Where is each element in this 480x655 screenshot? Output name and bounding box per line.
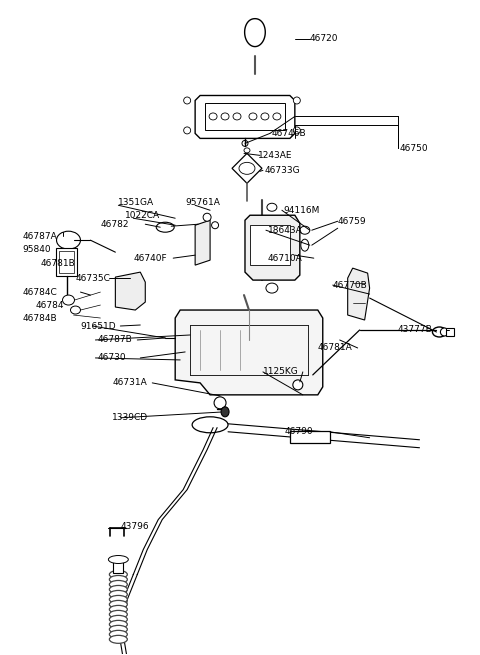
Text: 46750: 46750 xyxy=(399,144,428,153)
Ellipse shape xyxy=(184,127,191,134)
Text: 46731A: 46731A xyxy=(112,379,147,387)
Ellipse shape xyxy=(273,113,281,120)
Text: 1125KG: 1125KG xyxy=(263,367,299,377)
Ellipse shape xyxy=(57,231,81,249)
Polygon shape xyxy=(195,96,295,138)
Ellipse shape xyxy=(267,203,277,212)
Ellipse shape xyxy=(192,417,228,433)
Text: 46770B: 46770B xyxy=(333,280,368,290)
Ellipse shape xyxy=(212,222,218,229)
Ellipse shape xyxy=(109,576,127,584)
Ellipse shape xyxy=(214,397,226,409)
Ellipse shape xyxy=(441,328,448,336)
Ellipse shape xyxy=(293,380,303,390)
Ellipse shape xyxy=(209,113,217,120)
Ellipse shape xyxy=(62,295,74,305)
Text: 46787A: 46787A xyxy=(23,232,58,240)
Ellipse shape xyxy=(203,214,211,221)
Ellipse shape xyxy=(109,580,127,588)
Ellipse shape xyxy=(71,306,81,314)
Text: 1243AE: 1243AE xyxy=(258,151,292,160)
Text: 46790: 46790 xyxy=(285,427,313,436)
Text: 43777B: 43777B xyxy=(397,326,432,335)
Text: 43796: 43796 xyxy=(120,522,149,531)
Ellipse shape xyxy=(109,605,127,613)
Ellipse shape xyxy=(184,97,191,104)
Text: 46740F: 46740F xyxy=(133,253,167,263)
Text: 46784B: 46784B xyxy=(23,314,57,322)
Ellipse shape xyxy=(249,113,257,120)
Ellipse shape xyxy=(301,239,309,251)
Text: 46787B: 46787B xyxy=(97,335,132,345)
Text: 95761A: 95761A xyxy=(185,198,220,207)
Ellipse shape xyxy=(221,113,229,120)
Ellipse shape xyxy=(108,555,128,563)
Text: 46735C: 46735C xyxy=(75,274,110,282)
Text: 46781B: 46781B xyxy=(41,259,75,268)
Bar xyxy=(290,431,330,443)
Bar xyxy=(56,248,77,276)
Ellipse shape xyxy=(109,610,127,618)
Ellipse shape xyxy=(109,630,127,639)
Text: 95840: 95840 xyxy=(23,245,51,253)
Ellipse shape xyxy=(239,162,255,174)
Ellipse shape xyxy=(266,283,278,293)
Text: 46730: 46730 xyxy=(97,354,126,362)
Text: 46782: 46782 xyxy=(100,219,129,229)
Ellipse shape xyxy=(293,97,300,104)
Text: 46710A: 46710A xyxy=(268,253,303,263)
Polygon shape xyxy=(245,18,265,47)
Ellipse shape xyxy=(109,620,127,628)
Text: 94116M: 94116M xyxy=(283,206,319,215)
Ellipse shape xyxy=(109,586,127,593)
Ellipse shape xyxy=(293,127,300,134)
Ellipse shape xyxy=(109,626,127,633)
Bar xyxy=(205,103,285,130)
Polygon shape xyxy=(245,215,300,280)
Text: 46759: 46759 xyxy=(338,217,366,226)
Text: 1351GA: 1351GA xyxy=(119,198,155,207)
Ellipse shape xyxy=(109,616,127,624)
Bar xyxy=(113,559,123,574)
Polygon shape xyxy=(175,310,323,395)
Bar xyxy=(59,251,74,273)
Ellipse shape xyxy=(242,140,248,146)
Polygon shape xyxy=(232,153,262,183)
Text: 46781A: 46781A xyxy=(318,343,352,352)
Text: 91651D: 91651D xyxy=(81,322,116,331)
Text: 46746B: 46746B xyxy=(272,129,307,138)
Bar xyxy=(250,225,290,265)
Ellipse shape xyxy=(221,407,229,417)
Ellipse shape xyxy=(109,601,127,608)
Ellipse shape xyxy=(432,327,446,337)
Text: 46784: 46784 xyxy=(36,301,64,310)
Ellipse shape xyxy=(261,113,269,120)
Polygon shape xyxy=(348,268,370,320)
Ellipse shape xyxy=(109,571,127,578)
Bar xyxy=(446,328,455,336)
Ellipse shape xyxy=(233,113,241,120)
Ellipse shape xyxy=(244,148,250,153)
Text: 1339CD: 1339CD xyxy=(112,413,148,422)
Ellipse shape xyxy=(300,226,310,234)
Text: 46733G: 46733G xyxy=(265,166,300,175)
Polygon shape xyxy=(115,272,145,310)
Text: 1022CA: 1022CA xyxy=(125,211,160,219)
Ellipse shape xyxy=(109,635,127,643)
Ellipse shape xyxy=(109,595,127,603)
Text: 18643A: 18643A xyxy=(268,226,303,234)
Text: 46720: 46720 xyxy=(310,34,338,43)
Ellipse shape xyxy=(109,590,127,599)
Text: 46784C: 46784C xyxy=(23,288,58,297)
Ellipse shape xyxy=(156,222,174,233)
Polygon shape xyxy=(195,220,210,265)
